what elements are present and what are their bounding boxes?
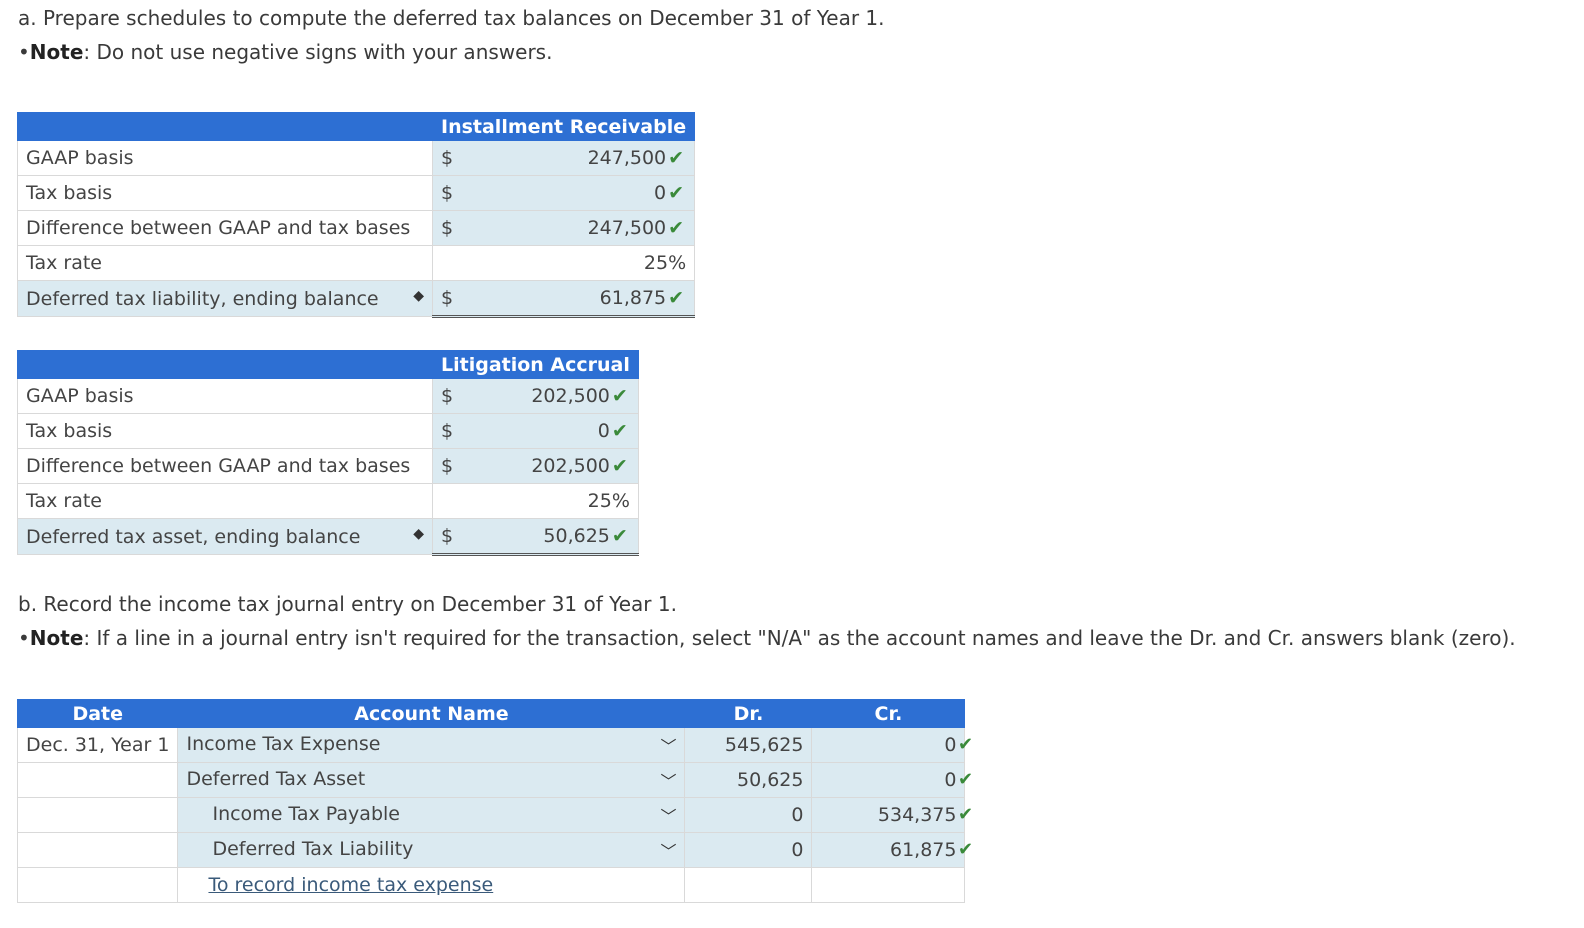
row-label: Tax basis xyxy=(17,175,433,211)
table-row: Difference between GAAP and tax bases $ ✔… xyxy=(17,448,639,484)
check-icon: ✔ xyxy=(958,804,974,825)
table-row: Dec. 31, Year 1 Income Tax Expense ﹀ 545,… xyxy=(16,727,966,763)
date-cell xyxy=(16,867,179,903)
table-row: Difference between GAAP and tax bases $ ✔… xyxy=(17,210,696,246)
part-a-note: •Note: Do not use negative signs with yo… xyxy=(18,40,553,64)
account-select[interactable]: Income Tax Expense ﹀ xyxy=(177,727,686,763)
check-icon: ✔ xyxy=(611,525,628,547)
row-label-select[interactable]: Deferred tax asset, ending balance ◆ xyxy=(17,518,433,555)
chevron-down-icon[interactable]: ﹀ xyxy=(660,737,677,756)
table-row: Deferred Tax Liability ﹀ 0 61,875 xyxy=(16,832,966,868)
row-label: Difference between GAAP and tax bases xyxy=(17,210,433,246)
table-row: Income Tax Payable ﹀ 0 534,375 xyxy=(16,797,966,833)
account-select[interactable]: Deferred Tax Liability ﹀ xyxy=(177,832,686,868)
table2-header: Litigation Accrual xyxy=(432,350,639,379)
table-row: Deferred Tax Asset ﹀ 50,625 0 xyxy=(16,762,966,798)
table-row: GAAP basis $ ✔ 247,500 xyxy=(17,140,696,176)
row-label-select[interactable]: Deferred tax liability, ending balance ◆ xyxy=(17,280,433,317)
table-row: Deferred tax liability, ending balance ◆ … xyxy=(17,280,696,318)
cr-input[interactable]: 61,875 xyxy=(811,832,966,868)
tax-basis-input[interactable]: $ ✔ 0 xyxy=(431,175,696,211)
cr-empty xyxy=(811,867,966,903)
table-row: Tax rate 25% xyxy=(17,245,696,281)
part-b-note: •Note: If a line in a journal entry isn'… xyxy=(18,626,1516,650)
tax-rate-value: 25% xyxy=(431,245,696,281)
check-icon: ✔ xyxy=(668,147,685,169)
gaap-basis-input[interactable]: $ ✔ 247,500 xyxy=(431,140,696,176)
header-blank xyxy=(17,350,433,379)
account-header: Account Name xyxy=(177,699,686,728)
cr-header: Cr. xyxy=(811,699,966,728)
difference-input[interactable]: $ ✔ 247,500 xyxy=(431,210,696,246)
table-row: GAAP basis $ ✔ 202,500 xyxy=(17,378,639,414)
installment-receivable-table: Installment Receivable GAAP basis $ ✔ 247,… xyxy=(17,112,696,318)
check-icon: ✔ xyxy=(958,734,974,755)
row-label: GAAP basis xyxy=(17,140,433,176)
check-icon: ✔ xyxy=(611,420,628,442)
note-label: Note xyxy=(29,40,84,64)
dr-input[interactable]: 0 xyxy=(684,797,813,833)
memo-link[interactable]: To record income tax expense xyxy=(208,874,494,896)
deferred-tax-liability-input[interactable]: $ ✔ 61,875 xyxy=(431,280,696,318)
table-row: Tax basis $ ✔ 0 xyxy=(17,413,639,449)
note-text: : If a line in a journal entry isn't req… xyxy=(83,626,1516,650)
table-row: Deferred tax asset, ending balance ◆ $ ✔ 50… xyxy=(17,518,639,556)
chevron-down-icon[interactable]: ﹀ xyxy=(660,772,677,791)
dr-input[interactable]: 0 xyxy=(684,832,813,868)
dr-header: Dr. xyxy=(684,699,813,728)
chevron-down-icon[interactable]: ﹀ xyxy=(660,842,677,861)
sort-arrows-icon[interactable]: ◆ xyxy=(413,287,424,304)
note-label: Note xyxy=(29,626,84,650)
check-icon: ✔ xyxy=(958,769,974,790)
check-icon: ✔ xyxy=(611,455,628,477)
row-label: Tax rate xyxy=(17,245,433,281)
part-b-prompt: b. Record the income tax journal entry o… xyxy=(18,592,677,616)
cr-input[interactable]: 0 xyxy=(811,762,966,798)
row-label: Tax basis xyxy=(17,413,433,449)
row-label: Difference between GAAP and tax bases xyxy=(17,448,433,484)
row-label: GAAP basis xyxy=(17,378,433,414)
dr-input[interactable]: 50,625 xyxy=(684,762,813,798)
tax-rate-value: 25% xyxy=(432,483,639,519)
table-row: To record income tax expense xyxy=(16,867,966,903)
table-row: Tax rate 25% xyxy=(17,483,639,519)
memo-cell: To record income tax expense xyxy=(177,867,686,903)
table-row: Tax basis $ ✔ 0 xyxy=(17,175,696,211)
date-cell xyxy=(16,762,179,798)
dr-empty xyxy=(684,867,813,903)
journal-entry-table: Date Account Name Dr. Cr. Dec. 31, Year … xyxy=(16,699,966,903)
header-blank xyxy=(17,112,433,141)
tax-basis-input[interactable]: $ ✔ 0 xyxy=(432,413,639,449)
check-icon: ✔ xyxy=(668,217,685,239)
row-label: Tax rate xyxy=(17,483,433,519)
cr-input[interactable]: 534,375 xyxy=(811,797,966,833)
table1-header: Installment Receivable xyxy=(431,112,696,141)
litigation-accrual-table: Litigation Accrual GAAP basis $ ✔ 202,500 … xyxy=(17,350,639,556)
gaap-basis-input[interactable]: $ ✔ 202,500 xyxy=(432,378,639,414)
check-icon: ✔ xyxy=(958,839,974,860)
part-a-prompt: a. Prepare schedules to compute the defe… xyxy=(18,6,885,30)
chevron-down-icon[interactable]: ﹀ xyxy=(660,807,677,826)
date-header: Date xyxy=(16,699,179,728)
check-icon: ✔ xyxy=(668,182,685,204)
dr-input[interactable]: 545,625 xyxy=(684,727,813,763)
difference-input[interactable]: $ ✔ 202,500 xyxy=(432,448,639,484)
account-select[interactable]: Income Tax Payable ﹀ xyxy=(177,797,686,833)
sort-arrows-icon[interactable]: ◆ xyxy=(413,525,424,542)
deferred-tax-asset-input[interactable]: $ ✔ 50,625 xyxy=(432,518,639,556)
note-text: : Do not use negative signs with your an… xyxy=(83,40,553,64)
date-cell xyxy=(16,832,179,868)
check-icon: ✔ xyxy=(668,287,685,309)
date-cell: Dec. 31, Year 1 xyxy=(16,727,179,763)
date-cell xyxy=(16,797,179,833)
account-select[interactable]: Deferred Tax Asset ﹀ xyxy=(177,762,686,798)
check-icon: ✔ xyxy=(611,385,628,407)
cr-input[interactable]: 0 xyxy=(811,727,966,763)
